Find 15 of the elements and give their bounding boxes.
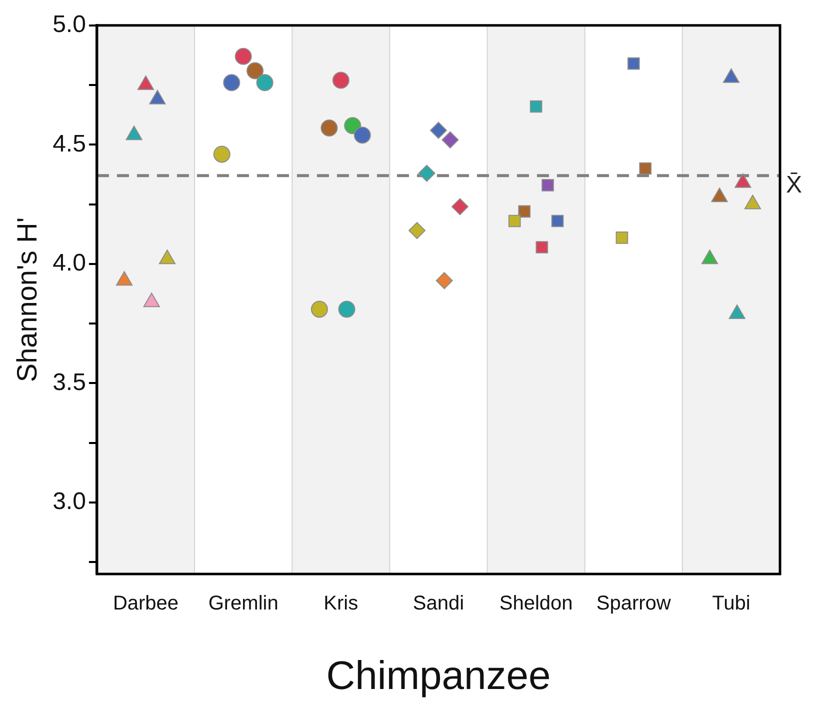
x-tick-label: Sheldon xyxy=(499,592,573,615)
x-tick-label: Tubi xyxy=(712,592,750,615)
x-tick-label: Kris xyxy=(324,592,358,615)
y-tick-label: 3.5 xyxy=(52,368,86,396)
x-tick-label: Sparrow xyxy=(596,592,672,615)
y-tick-label: 4.5 xyxy=(52,130,86,158)
ref-line-label: X̄ xyxy=(786,171,802,198)
x-tick-label: Darbee xyxy=(112,592,179,615)
x-tick-label: Sandi xyxy=(412,592,464,615)
x-tick-label: Gremlin xyxy=(208,592,278,615)
y-tick-label: 4.0 xyxy=(52,250,86,277)
y-tick-label: 3.0 xyxy=(52,488,86,516)
y-axis-title: Shannon's H' xyxy=(12,217,43,382)
y-tick-label: 5.0 xyxy=(52,11,86,38)
x-axis-title: Chimpanzee xyxy=(326,654,551,698)
